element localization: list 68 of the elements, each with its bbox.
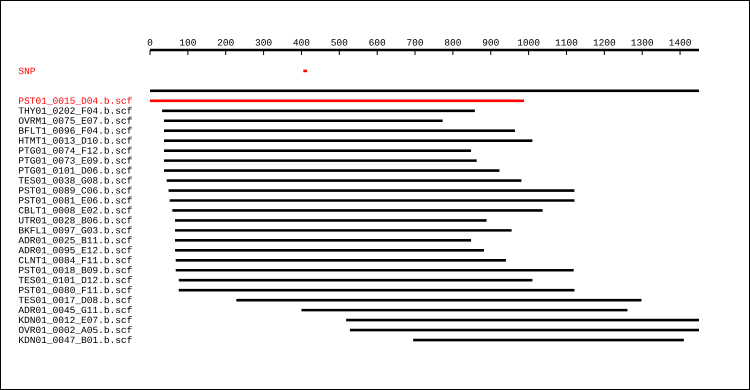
bar — [164, 119, 443, 122]
bar — [350, 328, 699, 332]
x-tick-label: 800 — [444, 39, 461, 46]
x-tick-label: 0 — [148, 39, 152, 46]
y-tick-label: PST01_0080_F11.b.scf — [19, 286, 132, 294]
bar — [303, 70, 308, 72]
y-tick-label: BKFL1_0097_G03.b.scf — [19, 226, 132, 234]
bar — [164, 129, 515, 132]
bar — [178, 288, 574, 292]
bar — [236, 298, 642, 302]
y-tick-label: BFLT1_0096_F04.b.scf — [19, 126, 132, 135]
bar — [174, 249, 484, 252]
bar — [301, 308, 628, 312]
x-tick-label: 400 — [293, 39, 310, 46]
y-tick-label: CBLT1_0008_E02.b.scf — [18, 206, 132, 214]
bar — [174, 219, 487, 222]
bar — [164, 139, 532, 142]
bar — [413, 338, 684, 342]
bar — [178, 278, 532, 282]
x-tick-label: 100 — [180, 39, 196, 46]
x-tick-label: 1000 — [518, 39, 540, 46]
y-tick-label: ADR01_0095_E12.b.scf — [18, 246, 132, 254]
bar — [164, 149, 472, 152]
bar — [176, 258, 506, 262]
y-tick-label: HTMT1_0013_D10.b.scf — [19, 136, 132, 145]
y-tick-label: KDN01_0012_E07.b.scf — [19, 316, 132, 324]
bar — [176, 268, 574, 272]
y-tick-label: PST01_0018_B09.b.scf — [19, 266, 132, 274]
bar — [164, 169, 500, 172]
y-tick-label: ADR01_0025_B11.b.scf — [18, 236, 132, 244]
x-tick-label: 700 — [407, 39, 423, 46]
y-tick-label: TES01_0101_D12.b.scf — [18, 276, 132, 284]
x-tick-label: 1400 — [669, 39, 691, 46]
y-tick-label: PTG01_0101_D06.b.scf — [19, 166, 132, 175]
y-tick-label: THY01_0202_F04.b.scf — [18, 106, 132, 115]
y-tick-label: OVRM1_0075_E07.b.scf — [18, 116, 132, 125]
bar — [166, 179, 522, 182]
x-tick-label: 600 — [369, 39, 386, 46]
bar — [174, 229, 512, 232]
bar — [346, 318, 699, 322]
x-tick-label: 300 — [256, 39, 272, 46]
bar — [150, 90, 699, 92]
y-tick-label: ADR01_0045_G11.b.scf — [18, 306, 132, 314]
y-tick-label: SNP — [18, 68, 35, 74]
x-tick-label: 900 — [482, 39, 499, 46]
y-tick-label: UTR01_0028_B06.b.scf — [19, 216, 132, 224]
y-tick-label: PST01_0089_C06.b.scf — [19, 186, 132, 194]
x-tick-label: 1100 — [556, 39, 578, 46]
x-tick-label: 500 — [331, 39, 348, 46]
bar — [164, 159, 477, 162]
y-tick-label: KDN01_0047_B01.b.scf — [19, 336, 132, 344]
y-tick-label: PST01_0015_D04.b.scf — [19, 96, 132, 105]
x-tick-label: 1200 — [594, 39, 616, 46]
bar — [168, 189, 574, 192]
y-tick-label: TES01_0017_D08.b.scf — [18, 296, 132, 304]
bar — [162, 109, 475, 112]
bar — [172, 209, 543, 212]
y-tick-label: PTG01_0073_E09.b.scf — [19, 156, 132, 165]
y-tick-label: PST01_0081_E06.b.scf — [19, 196, 132, 204]
bar — [170, 199, 574, 202]
bar — [150, 100, 524, 102]
y-tick-label: CLNT1_0084_F11.b.scf — [18, 256, 132, 264]
x-tick-label: 200 — [218, 39, 234, 46]
y-tick-label: TES01_0038_G08.b.scf — [18, 176, 132, 185]
x-tick-label: 1300 — [631, 39, 654, 46]
y-tick-label: PTG01_0074_F12.b.scf — [19, 146, 132, 155]
bar — [174, 239, 472, 242]
y-tick-label: OVR01_0002_A05.b.scf — [18, 326, 132, 334]
